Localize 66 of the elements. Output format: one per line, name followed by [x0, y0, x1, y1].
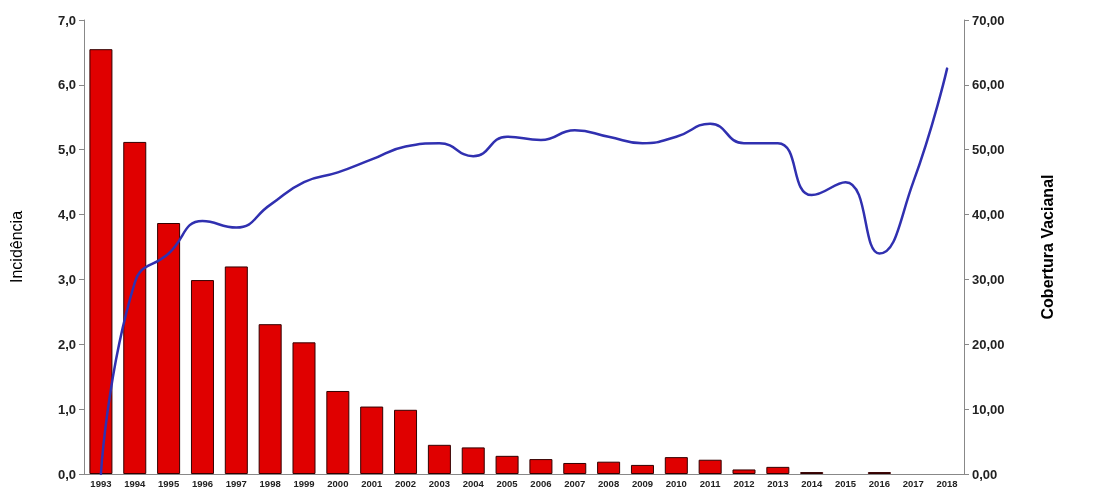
x-tick-label: 2017 — [902, 477, 924, 489]
bar — [529, 459, 553, 474]
x-tick-label: 1993 — [90, 477, 112, 489]
y-axis-title: Incidência — [7, 210, 25, 284]
x-tick-label: 1996 — [191, 477, 214, 489]
x-tick-label: 2005 — [496, 477, 519, 489]
bar — [394, 409, 418, 474]
x-tick-label: 1997 — [225, 477, 247, 489]
y-tick-label: 1,0 — [57, 401, 76, 417]
y2-axis-title: Cobertura Vacianal — [1038, 174, 1056, 320]
y2-tick-label: 50,00 — [972, 142, 1005, 158]
x-tick-label: 2010 — [665, 477, 687, 489]
y-tick-label: 6,0 — [57, 77, 76, 93]
x-tick-label: 2003 — [428, 477, 450, 489]
x-tick-label: 2001 — [361, 477, 383, 489]
bar — [89, 49, 113, 474]
bar — [224, 266, 248, 474]
y-tick-label: 5,0 — [57, 142, 76, 158]
bar — [427, 444, 451, 474]
bar — [461, 447, 485, 474]
x-tick-label: 2007 — [564, 477, 586, 489]
line-series — [99, 67, 949, 476]
x-tick-label: 2000 — [327, 477, 349, 489]
bar — [698, 459, 722, 474]
y2-tick-label: 40,00 — [972, 207, 1005, 223]
bar — [664, 457, 688, 474]
bar — [766, 466, 790, 474]
y2-tick-label: 10,00 — [972, 401, 1005, 417]
bar — [732, 469, 756, 474]
x-tick-label: 2012 — [733, 477, 755, 489]
x-tick-label: 1999 — [293, 477, 315, 489]
y-tick-label: 7,0 — [57, 12, 76, 28]
y-tick-label: 2,0 — [57, 336, 76, 352]
bar — [292, 342, 316, 474]
x-tick-label: 2013 — [767, 477, 789, 489]
x-tick-label: 1994 — [124, 477, 147, 489]
bar — [157, 223, 181, 474]
y2-tick-label: 20,00 — [972, 336, 1005, 352]
bar — [258, 324, 282, 474]
bar — [597, 461, 621, 474]
y2-tick-label: 0,00 — [972, 466, 998, 482]
x-tick-label: 2002 — [394, 477, 417, 489]
bar — [360, 406, 384, 474]
bar — [630, 464, 654, 474]
x-tick-label: 2015 — [834, 477, 857, 489]
y2-tick-label: 60,00 — [972, 77, 1005, 93]
bar — [326, 390, 350, 474]
x-tick-label: 2004 — [462, 477, 485, 489]
bar — [123, 141, 147, 474]
x-tick-label: 2016 — [868, 477, 890, 489]
x-tick-label: 2006 — [530, 477, 552, 489]
bar — [495, 455, 519, 474]
y2-tick-label: 70,00 — [972, 12, 1005, 28]
x-tick-label: 2011 — [699, 477, 722, 489]
x-tick-label: 2008 — [598, 477, 620, 489]
x-tick-label: 2018 — [936, 477, 958, 489]
bar — [563, 462, 587, 474]
x-tick-label: 2009 — [631, 477, 654, 489]
x-tick-label: 1995 — [158, 477, 180, 489]
x-tick-label: 1998 — [259, 477, 281, 489]
bar — [190, 280, 214, 474]
y-tick-label: 3,0 — [57, 271, 76, 287]
x-tick-label: 2014 — [801, 477, 823, 489]
y2-tick-label: 30,00 — [972, 271, 1005, 287]
y-tick-label: 0,0 — [57, 466, 76, 482]
y-tick-label: 4,0 — [57, 207, 76, 223]
